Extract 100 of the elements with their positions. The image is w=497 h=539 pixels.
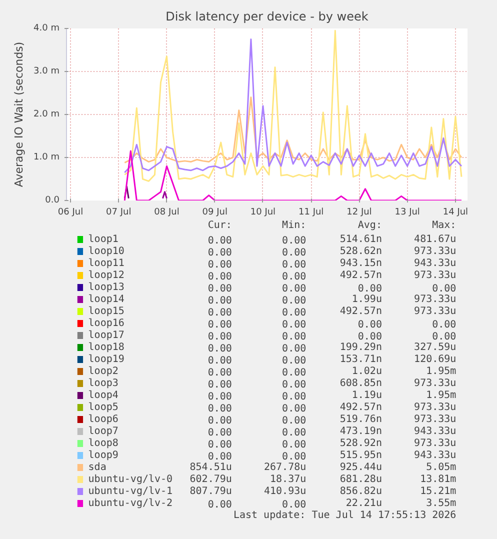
legend-label: loop5 [88, 402, 118, 413]
text: 15.21m [420, 486, 456, 497]
text: 943.33u [414, 258, 456, 269]
x-tick-label: 10 Jul [250, 208, 276, 218]
legend-label: loop6 [88, 414, 118, 425]
text: 0.00 [282, 284, 306, 294]
legend-label: loop16 [88, 318, 124, 329]
text: 0.00 [358, 332, 382, 342]
y-tick-label: 3.0 m [34, 66, 60, 76]
text: 0.00 [282, 368, 306, 378]
y-tick-label: 0.0 [45, 196, 60, 206]
text: 0.00 [208, 308, 232, 318]
x-tick-label: 09 Jul [202, 208, 228, 218]
text: 473.19n [340, 426, 382, 437]
text: 0.00 [208, 284, 232, 294]
text: 807.79u [190, 486, 232, 497]
text: 0.00 [208, 236, 232, 246]
text: 0.00 [282, 500, 306, 510]
text: 0.00 [432, 320, 456, 330]
text: 943.33u [414, 426, 456, 437]
legend-label: loop2 [88, 366, 118, 377]
text: 1.99u [352, 294, 382, 305]
text: 492.57n [340, 306, 382, 317]
text: 1.19u [352, 390, 382, 401]
x-tick-label: 13 Jul [394, 208, 420, 218]
text: 608.85n [340, 378, 382, 389]
text: 0.00 [282, 416, 306, 426]
y-tick-label: 2.0 m [34, 110, 60, 120]
legend-label: loop1 [88, 234, 118, 245]
chart-title: Disk latency per device - by week [166, 10, 368, 24]
text: 0.00 [208, 368, 232, 378]
legend-label: loop17 [88, 330, 124, 341]
text: 0.00 [282, 404, 306, 414]
x-tick-label: 07 Jul [106, 208, 132, 218]
text: 0.00 [432, 332, 456, 342]
legend-label: loop19 [88, 354, 124, 365]
text: Cur: [208, 220, 232, 231]
text: 528.92n [340, 438, 382, 449]
text: 973.33u [414, 294, 456, 305]
text: 925.44u [340, 462, 382, 473]
y-axis-title: Average IO Wait (seconds) [12, 42, 26, 188]
text: 0.00 [208, 500, 232, 510]
text: 0.00 [208, 260, 232, 270]
y-tick-label: 4.0 m [34, 24, 60, 34]
text: 0.00 [432, 284, 456, 294]
text: 0.00 [208, 356, 232, 366]
text: 0.00 [358, 284, 382, 294]
text: 18.37u [270, 474, 306, 485]
legend-label: loop8 [88, 438, 118, 449]
legend-label: ubuntu-vg/lv-2 [88, 498, 173, 509]
text: 0.00 [282, 272, 306, 282]
text: 0.00 [282, 392, 306, 402]
legend-label: loop18 [88, 342, 124, 353]
text: 0.00 [208, 440, 232, 450]
legend-label: loop12 [88, 270, 124, 281]
text: 0.00 [282, 428, 306, 438]
text: 0.00 [208, 332, 232, 342]
y-tick-label: 1.0 m [34, 152, 60, 162]
text: 0.00 [208, 320, 232, 330]
text: 973.33u [414, 306, 456, 317]
text: 0.00 [208, 272, 232, 282]
legend-label: loop4 [88, 390, 118, 401]
text: Min: [282, 220, 306, 231]
text: 856.82u [340, 486, 382, 497]
legend-label: loop13 [88, 282, 124, 293]
text: 0.00 [282, 248, 306, 258]
text: 0.00 [208, 452, 232, 462]
text: 22.21u [346, 498, 382, 509]
text: 973.33u [414, 270, 456, 281]
legend-label: loop15 [88, 306, 124, 317]
text: 5.05m [426, 462, 456, 473]
text: 0.00 [282, 332, 306, 342]
text: 0.00 [282, 380, 306, 390]
legend-label: loop3 [88, 378, 118, 389]
text: 0.00 [208, 380, 232, 390]
line-series [124, 96, 462, 164]
x-tick-label: 08 Jul [154, 208, 180, 218]
text: 0.00 [208, 248, 232, 258]
text: 515.95n [340, 450, 382, 461]
text: 973.33u [414, 414, 456, 425]
text: 1.95m [426, 366, 456, 377]
line-series [124, 150, 462, 200]
legend-label: loop14 [88, 294, 124, 305]
text: 0.00 [358, 320, 382, 330]
text: 514.61n [340, 234, 382, 245]
text: 327.59u [414, 342, 456, 353]
text: 519.76n [340, 414, 382, 425]
text: Avg: [358, 220, 382, 231]
legend-label: loop9 [88, 450, 118, 461]
text: 943.33u [414, 450, 456, 461]
text: 1.95m [426, 390, 456, 401]
text: 267.78u [264, 462, 306, 473]
legend-label: ubuntu-vg/lv-1 [88, 486, 173, 497]
legend-label: loop10 [88, 246, 124, 257]
text: 0.00 [282, 296, 306, 306]
text: 410.93u [264, 486, 306, 497]
text: 0.00 [208, 344, 232, 354]
text: 0.00 [208, 392, 232, 402]
text: 0.00 [208, 416, 232, 426]
text: 854.51u [190, 462, 232, 473]
